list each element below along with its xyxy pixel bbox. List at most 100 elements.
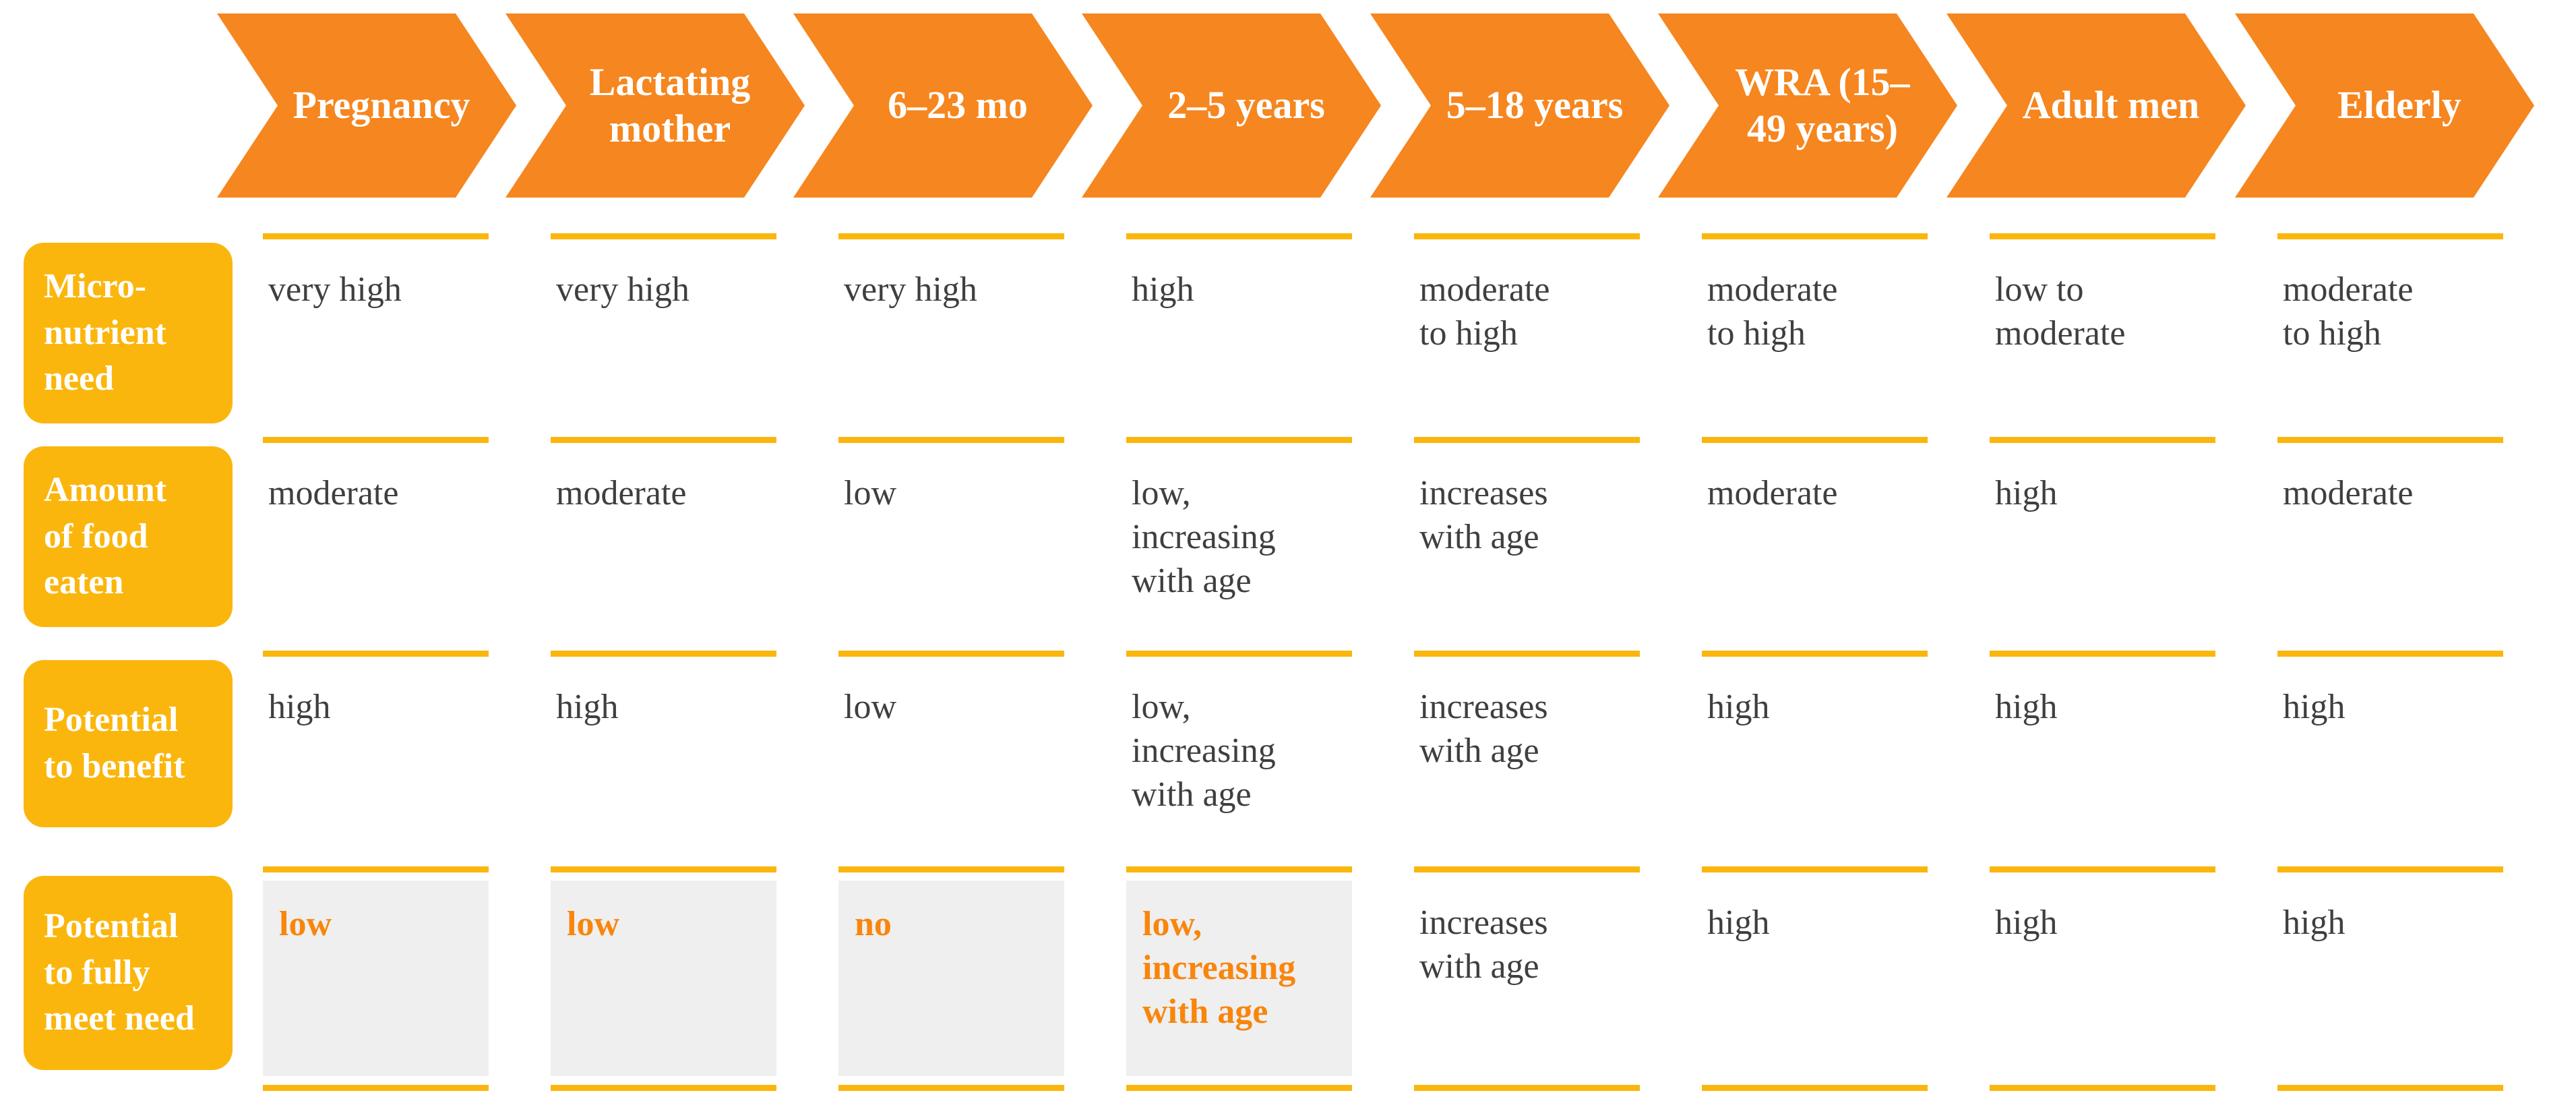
rule-line <box>1702 866 1928 872</box>
stage-label: 2–5 years <box>1167 83 1325 127</box>
bottom-rule <box>2277 1085 2565 1091</box>
cell-value-highlighted: no <box>838 881 1064 1076</box>
stage-label: Pregnancy <box>293 83 470 127</box>
rule-line <box>551 1085 776 1091</box>
cell-value: high <box>1707 903 1770 942</box>
cell-value: increases with age <box>1419 903 1548 986</box>
cell-meet-need-lactating: low <box>551 866 838 1085</box>
rule-line <box>551 437 776 443</box>
cell-food-eaten-adult-men: high <box>1990 437 2277 651</box>
cell-meet-need-adult-men: high <box>1990 866 2277 1085</box>
cell-micronutrient-need-adult-men: low to moderate <box>1990 233 2277 437</box>
rule-line <box>1990 437 2215 443</box>
bottom-rule <box>1702 1085 1990 1091</box>
rule-line <box>1414 866 1640 872</box>
stage-label: 5–18 years <box>1446 83 1624 127</box>
cell-meet-need-wra: high <box>1702 866 1990 1085</box>
cell-meet-need-5-18-years: increases with age <box>1414 866 1702 1085</box>
rule-line <box>838 651 1064 657</box>
stage-label: WRA (15– 49 years) <box>1735 60 1910 150</box>
cell-benefit-pregnancy: high <box>263 651 551 866</box>
cell-micronutrient-need-5-18-years: moderate to high <box>1414 233 1702 437</box>
rule-line <box>1414 233 1640 239</box>
row-potential-to-fully-meet-need: Potential to fully meet need low low no … <box>0 866 2576 1085</box>
rule-line <box>838 1085 1064 1091</box>
cell-micronutrient-need-pregnancy: very high <box>263 233 551 437</box>
rule-line <box>1126 1085 1352 1091</box>
cell-value: low to moderate <box>1995 270 2126 353</box>
bottom-rule-spacer <box>0 1085 263 1091</box>
cell-value: high <box>1707 688 1770 726</box>
rule-line <box>1414 651 1640 657</box>
rule-line <box>1702 437 1928 443</box>
cell-value: low <box>844 474 896 512</box>
rule-line <box>1126 437 1352 443</box>
cell-food-eaten-elderly: moderate <box>2277 437 2565 651</box>
cell-food-eaten-pregnancy: moderate <box>263 437 551 651</box>
cell-value: moderate to high <box>1707 270 1838 353</box>
rule-line <box>838 866 1064 872</box>
bottom-rule-row <box>0 1085 2576 1091</box>
rule-line <box>838 233 1064 239</box>
bottom-rule <box>263 1085 551 1091</box>
cell-value: high <box>1132 270 1194 309</box>
cell-value: high <box>1995 688 2058 726</box>
cell-micronutrient-need-2-5-years: high <box>1126 233 1414 437</box>
cell-value: moderate <box>556 474 687 512</box>
lifecycle-stage-header: Pregnancy Lactating mother 6–23 mo 2–5 y… <box>0 13 2576 198</box>
stage-arrow-pregnancy: Pregnancy <box>217 13 516 198</box>
cell-value: high <box>2283 688 2345 726</box>
stage-arrow-lactating-mother: Lactating mother <box>505 13 805 198</box>
cell-meet-need-6-23-mo: no <box>838 866 1126 1085</box>
cell-value-highlighted: low <box>551 881 776 1076</box>
row-micronutrient-need: Micro- nutrient need very high very high… <box>0 233 2576 437</box>
cell-value: low, increasing with age <box>1132 688 1276 814</box>
cell-benefit-6-23-mo: low <box>838 651 1126 866</box>
cell-food-eaten-wra: moderate <box>1702 437 1990 651</box>
stage-label: 6–23 mo <box>888 83 1028 127</box>
stage-arrow-elderly: Elderly <box>2235 13 2534 198</box>
cell-micronutrient-need-wra: moderate to high <box>1702 233 1990 437</box>
rule-line <box>1702 1085 1928 1091</box>
cell-value-highlighted: low, increasing with age <box>1126 881 1352 1076</box>
cell-value: very high <box>844 270 977 309</box>
cell-value: very high <box>268 270 402 309</box>
rule-line <box>1990 233 2215 239</box>
table-body: Micro- nutrient need very high very high… <box>0 233 2576 1091</box>
cell-value: high <box>1995 474 2058 512</box>
cell-value: high <box>556 688 619 726</box>
rule-line <box>263 651 489 657</box>
cell-value: moderate <box>268 474 399 512</box>
cell-benefit-5-18-years: increases with age <box>1414 651 1702 866</box>
cell-value: increases with age <box>1419 688 1548 770</box>
stage-label: Adult men <box>2022 83 2200 127</box>
bottom-rule <box>1990 1085 2277 1091</box>
cell-food-eaten-6-23-mo: low <box>838 437 1126 651</box>
bottom-rule <box>1126 1085 1414 1091</box>
cell-value: high <box>1995 903 2058 942</box>
rule-line <box>1702 233 1928 239</box>
cell-value: low, increasing with age <box>1132 474 1276 600</box>
cell-value: low <box>844 688 896 726</box>
cell-benefit-elderly: high <box>2277 651 2565 866</box>
rule-line <box>1126 651 1352 657</box>
rule-line <box>2277 437 2503 443</box>
row-label-micronutrient-need: Micro- nutrient need <box>24 243 233 423</box>
rule-line <box>838 437 1064 443</box>
cell-micronutrient-need-lactating: very high <box>551 233 838 437</box>
rule-line <box>2277 233 2503 239</box>
cell-benefit-lactating: high <box>551 651 838 866</box>
stage-arrow-wra-15-49: WRA (15– 49 years) <box>1658 13 1957 198</box>
rule-line <box>263 233 489 239</box>
stage-label: Elderly <box>2337 83 2461 127</box>
rule-line <box>2277 1085 2503 1091</box>
cell-food-eaten-5-18-years: increases with age <box>1414 437 1702 651</box>
rule-line <box>2277 651 2503 657</box>
cell-benefit-2-5-years: low, increasing with age <box>1126 651 1414 866</box>
stage-arrow-adult-men: Adult men <box>1946 13 2246 198</box>
cell-benefit-wra: high <box>1702 651 1990 866</box>
bottom-rule <box>1414 1085 1702 1091</box>
cell-food-eaten-2-5-years: low, increasing with age <box>1126 437 1414 651</box>
rule-line <box>1126 233 1352 239</box>
row-label-potential-to-benefit: Potential to benefit <box>24 660 233 827</box>
